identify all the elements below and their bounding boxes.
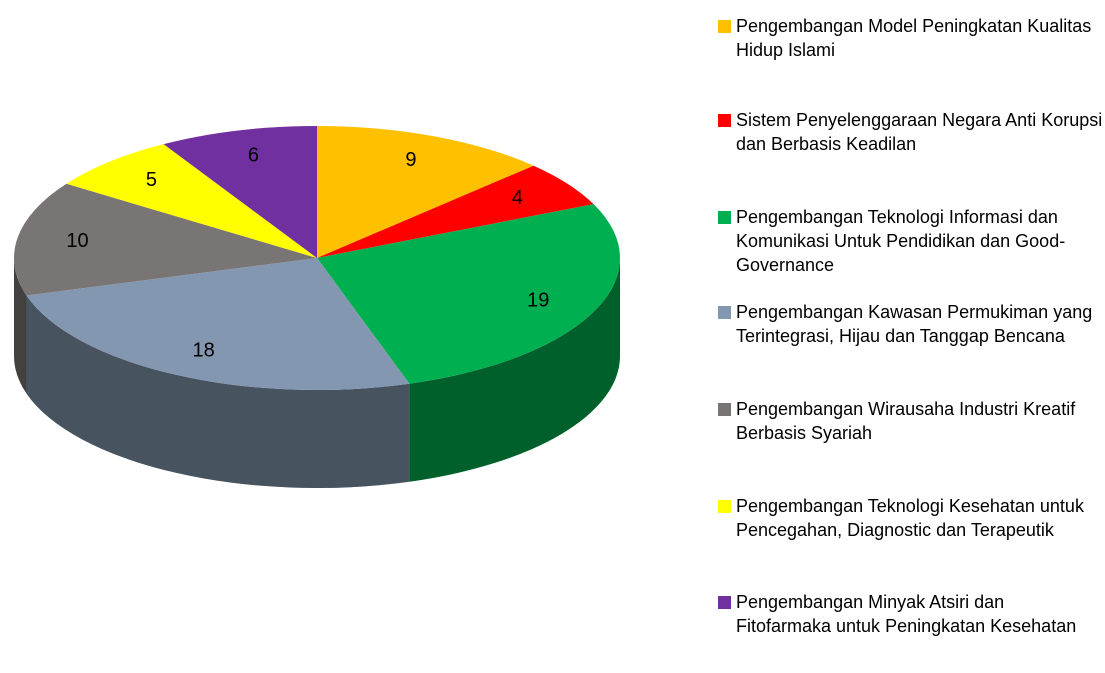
pie-area: 9 4 19 18 10 5 6 xyxy=(14,126,621,489)
legend-label: Pengembangan Model Peningkatan Kualitas … xyxy=(736,16,1092,60)
slice-side xyxy=(26,295,410,489)
legend-item: Pengembangan Kawasan Permukiman yang Ter… xyxy=(718,300,1103,348)
legend-swatch xyxy=(718,403,731,416)
slice-side xyxy=(409,258,620,482)
legend-item: Sistem Penyelenggaraan Negara Anti Korup… xyxy=(718,108,1103,156)
legend-swatch xyxy=(718,211,731,224)
legend-label: Pengembangan Kawasan Permukiman yang Ter… xyxy=(736,302,1093,346)
slice xyxy=(317,126,534,258)
legend-label: Pengembangan Minyak Atsiri dan Fitofarma… xyxy=(736,592,1077,636)
slice xyxy=(14,183,317,296)
slice xyxy=(317,165,594,258)
slice xyxy=(66,144,317,258)
legend-swatch xyxy=(718,306,731,319)
side-shade xyxy=(26,295,410,489)
data-label: 19 xyxy=(527,289,549,311)
legend-item: Pengembangan Wirausaha Industri Kreatif … xyxy=(718,397,1103,445)
data-label: 4 xyxy=(512,187,523,209)
side-shade xyxy=(14,258,27,394)
legend-item: Pengembangan Teknologi Kesehatan untuk P… xyxy=(718,494,1103,542)
slice xyxy=(317,204,621,384)
slice xyxy=(26,258,410,391)
slice-side xyxy=(14,258,27,394)
legend-swatch xyxy=(718,20,731,33)
legend-swatch xyxy=(718,596,731,609)
legend-label: Sistem Penyelenggaraan Negara Anti Korup… xyxy=(736,110,1103,154)
data-label: 5 xyxy=(146,169,157,191)
legend-item: Pengembangan Minyak Atsiri dan Fitofarma… xyxy=(718,590,1103,638)
legend-item: Pengembangan Teknologi Informasi dan Kom… xyxy=(718,205,1103,277)
side-shade xyxy=(409,258,620,482)
legend-item: Pengembangan Model Peningkatan Kualitas … xyxy=(718,14,1103,62)
legend-swatch xyxy=(718,500,731,513)
data-label: 9 xyxy=(405,149,416,171)
data-label: 6 xyxy=(248,144,259,166)
legend-swatch xyxy=(718,114,731,127)
legend-label: Pengembangan Wirausaha Industri Kreatif … xyxy=(736,399,1076,443)
data-label: 10 xyxy=(66,230,88,252)
data-label: 18 xyxy=(192,340,214,362)
slice xyxy=(163,126,317,258)
legend-label: Pengembangan Teknologi Kesehatan untuk P… xyxy=(736,496,1084,540)
legend-label: Pengembangan Teknologi Informasi dan Kom… xyxy=(736,207,1066,275)
